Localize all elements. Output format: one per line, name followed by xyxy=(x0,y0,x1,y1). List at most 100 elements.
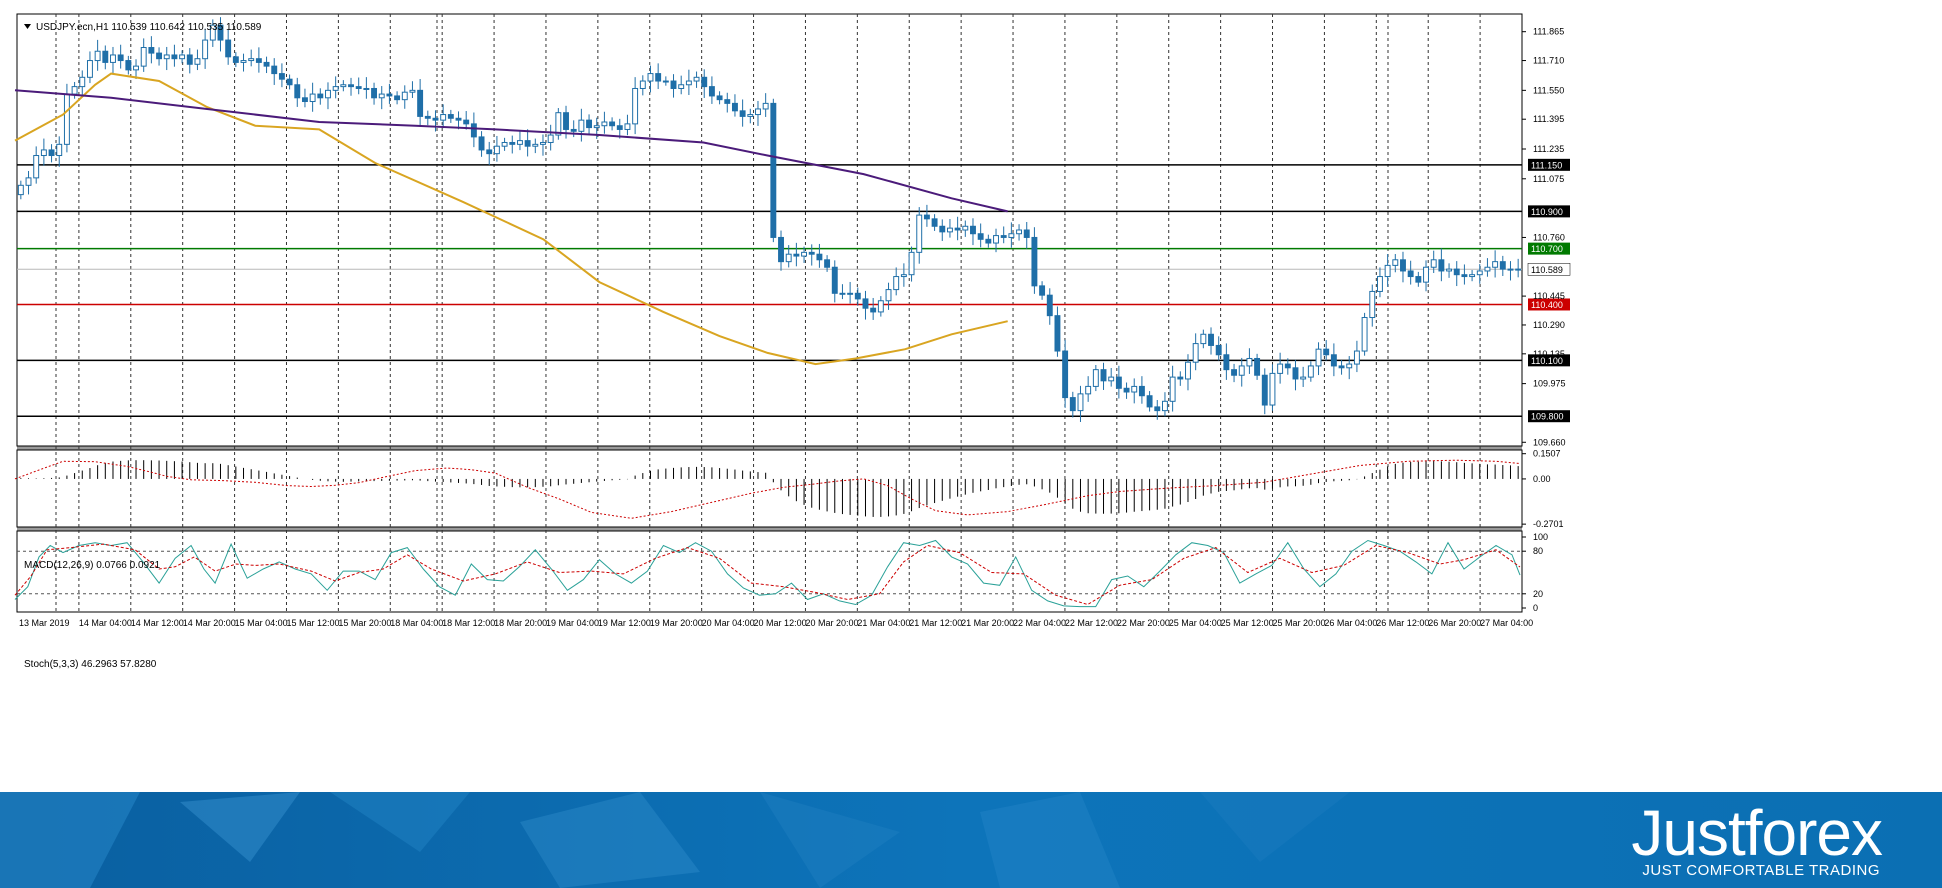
bear-candle xyxy=(1407,270,1414,278)
bull-candle xyxy=(56,143,63,157)
bear-candle xyxy=(470,123,477,138)
bear-candle xyxy=(1062,350,1069,399)
x-tick-label: 20 Mar 20:00 xyxy=(805,618,858,628)
bull-candle xyxy=(1315,348,1322,367)
bear-candle xyxy=(1461,274,1468,278)
bear-candle xyxy=(716,95,723,101)
bear-candle xyxy=(1154,406,1161,412)
bear-candle xyxy=(125,60,132,71)
bear-candle xyxy=(670,80,677,89)
bull-candle xyxy=(325,89,331,99)
bear-candle xyxy=(1138,385,1145,397)
x-tick-label: 18 Mar 04:00 xyxy=(390,618,443,628)
bull-candle xyxy=(1484,266,1491,272)
bull-candle xyxy=(133,65,139,71)
x-tick-label: 18 Mar 12:00 xyxy=(442,618,495,628)
bear-candle xyxy=(217,24,224,41)
bull-candle xyxy=(1492,261,1499,268)
bull-candle xyxy=(240,60,247,63)
x-tick-label: 25 Mar 20:00 xyxy=(1273,618,1326,628)
macd-indicator: 0.1507 0.00 -0.2701 xyxy=(14,449,1564,529)
bull-candle xyxy=(409,89,416,93)
bear-candle xyxy=(1261,374,1268,406)
bear-candle xyxy=(255,58,262,63)
collapse-triangle-icon[interactable] xyxy=(24,24,31,29)
bear-candle xyxy=(570,128,577,132)
bear-candle xyxy=(931,218,938,227)
bear-candle xyxy=(317,93,324,99)
bear-candle xyxy=(232,56,239,63)
x-tick-label: 25 Mar 12:00 xyxy=(1221,618,1274,628)
x-tick-label: 15 Mar 12:00 xyxy=(286,618,339,628)
x-tick-label: 14 Mar 20:00 xyxy=(183,618,236,628)
bear-candle xyxy=(524,140,531,147)
stoch-main-line xyxy=(14,539,1521,608)
bear-candle xyxy=(1215,344,1222,356)
bear-candle xyxy=(171,54,178,60)
bull-candle xyxy=(17,184,24,196)
price-panel-frame xyxy=(16,13,1523,447)
bull-candle xyxy=(885,289,892,302)
level-label-box xyxy=(1528,242,1570,255)
bull-candle xyxy=(401,91,408,101)
ma-slow-line xyxy=(14,89,1008,213)
banner-background xyxy=(0,792,1942,888)
bear-candle xyxy=(824,259,831,268)
bear-candle xyxy=(447,114,454,119)
bull-candle xyxy=(993,235,999,244)
bull-candle xyxy=(1430,259,1437,268)
bull-candle xyxy=(1300,376,1307,380)
y-tick-label: 111.865 xyxy=(1533,27,1564,37)
bull-candle xyxy=(79,76,86,88)
bear-candle xyxy=(793,253,800,257)
level-label: 110.100 xyxy=(1531,356,1563,366)
bear-candle xyxy=(348,84,354,88)
bear-candle xyxy=(939,225,946,233)
bull-candle xyxy=(1353,350,1360,365)
macd-tick-label: 0.1507 xyxy=(1533,449,1561,459)
x-tick-label: 26 Mar 12:00 xyxy=(1376,618,1429,628)
bear-candle xyxy=(225,39,232,58)
bull-candle xyxy=(1507,268,1514,271)
bear-candle xyxy=(778,236,784,263)
bear-candle xyxy=(48,149,55,157)
x-tick-label: 14 Mar 04:00 xyxy=(79,618,132,628)
bear-candle xyxy=(739,110,746,117)
bull-candle xyxy=(1185,361,1191,380)
level-label: 111.150 xyxy=(1531,160,1562,170)
bear-candle xyxy=(1223,354,1230,371)
bull-candle xyxy=(946,227,953,233)
bear-candle xyxy=(1046,294,1053,317)
panel-frames xyxy=(16,13,1523,613)
bull-candle xyxy=(601,121,608,127)
bear-candle xyxy=(655,73,662,82)
bull-candle xyxy=(1346,363,1353,369)
bull-candle xyxy=(378,93,385,99)
ma-fast-line xyxy=(14,72,1008,366)
bull-candle xyxy=(33,155,40,179)
bear-candle xyxy=(394,95,401,101)
bull-candle xyxy=(209,24,216,41)
x-tick-label: 20 Mar 04:00 xyxy=(702,618,755,628)
bull-candle xyxy=(501,141,508,147)
bull-candle xyxy=(693,76,700,82)
bull-candle xyxy=(893,276,900,291)
brand-tagline: JUST COMFORTABLE TRADING xyxy=(1642,862,1880,879)
bull-candle xyxy=(877,300,884,313)
macd-panel-frame xyxy=(16,449,1523,528)
bull-candle xyxy=(40,149,47,157)
bull-candle xyxy=(1108,376,1115,382)
macd-header: MACD(12,26,9) 0.0766 0.0921 xyxy=(24,560,161,571)
bull-candle xyxy=(340,84,347,88)
bear-candle xyxy=(1115,376,1122,389)
bear-candle xyxy=(586,119,593,129)
bear-candle xyxy=(1039,285,1046,296)
bear-candle xyxy=(831,266,838,294)
x-tick-label: 26 Mar 20:00 xyxy=(1428,618,1481,628)
bear-candle xyxy=(156,52,163,60)
bear-candle xyxy=(355,86,362,89)
bear-candle xyxy=(724,99,731,104)
bull-candle xyxy=(363,87,370,90)
bull-candle xyxy=(86,60,93,78)
